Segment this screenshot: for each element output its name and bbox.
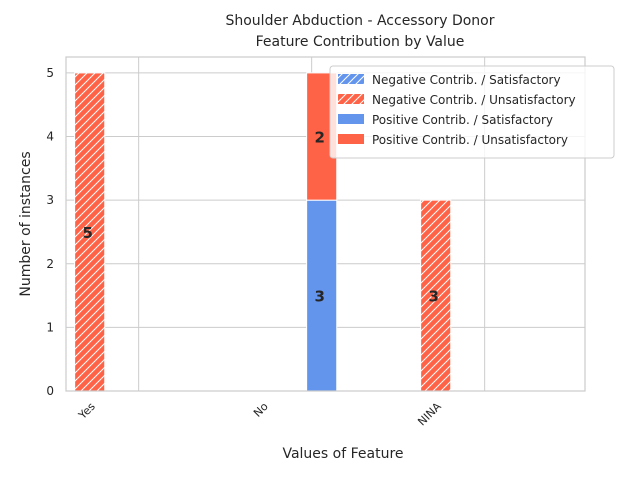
- y-tick-label: 2: [46, 257, 54, 271]
- legend-swatch: [338, 134, 364, 144]
- bar-hatch-2: [420, 200, 451, 391]
- legend-swatch: [338, 114, 364, 124]
- bars: [74, 72, 452, 392]
- data-label: 3: [428, 288, 438, 306]
- plot-frame: [65, 56, 586, 392]
- data-label: 2: [314, 129, 324, 147]
- x-tick-label: Yes: [75, 400, 98, 423]
- chart-title-line-1: Shoulder Abduction - Accessory Donor: [225, 13, 494, 29]
- x-axis-label: Values of Feature: [282, 446, 403, 462]
- x-tick-label: No: [251, 400, 271, 420]
- legend-entry: Positive Contrib. / Satisfactory: [372, 113, 553, 127]
- y-tick-label: 1: [46, 320, 54, 334]
- data-label: 3: [314, 288, 324, 306]
- bar-hatch-0: [74, 72, 105, 392]
- y-tick-label: 5: [46, 66, 54, 80]
- y-axis-ticks: 0 1 2 3 4 5: [46, 66, 54, 398]
- legend-box: [329, 65, 615, 159]
- bar-positive-1: [306, 199, 338, 392]
- legend: Negative Contrib. / Satisfactory Negative…: [329, 65, 615, 159]
- y-tick-label: 3: [46, 193, 54, 207]
- y-axis-label: Number of instances: [18, 151, 34, 296]
- y-tick-label: 0: [46, 384, 54, 398]
- y-tick-label: 4: [46, 130, 54, 144]
- legend-entry: Negative Contrib. / Satisfactory: [372, 73, 561, 87]
- chart-title-line-2: Feature Contribution by Value: [256, 34, 465, 50]
- legend-swatch-hatch: [338, 74, 364, 84]
- legend-entry: Negative Contrib. / Unsatisfactory: [372, 93, 576, 107]
- legend-entry: Positive Contrib. / Unsatisfactory: [372, 133, 568, 147]
- x-axis-ticks: Yes No NINA: [75, 400, 444, 429]
- data-labels: 5 3 3 2: [82, 129, 438, 306]
- legend-swatch-hatch: [338, 94, 364, 104]
- data-label: 5: [82, 224, 92, 242]
- x-tick-label: NINA: [415, 400, 444, 429]
